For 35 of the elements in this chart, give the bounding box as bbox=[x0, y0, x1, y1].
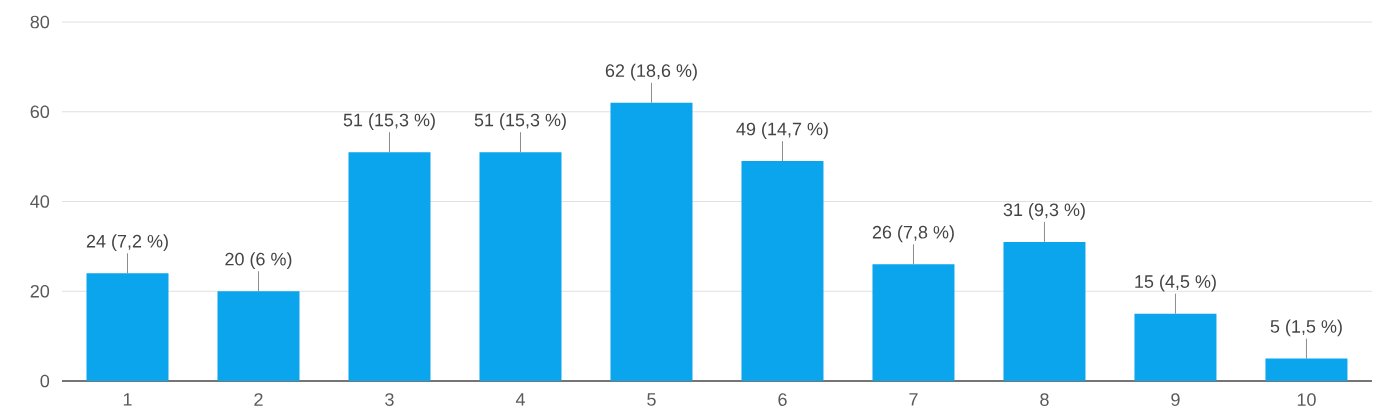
x-tick-label: 10 bbox=[1297, 393, 1316, 406]
x-tick-label: 8 bbox=[1040, 393, 1049, 406]
data-label: 49 (14,7 %) bbox=[736, 122, 828, 139]
bar bbox=[1134, 313, 1217, 381]
x-tick-label: 3 bbox=[385, 393, 394, 406]
y-tick-label: 20 bbox=[30, 284, 50, 298]
x-tick-label: 6 bbox=[778, 393, 787, 406]
data-label: 51 (15,3 %) bbox=[343, 113, 435, 130]
y-tick-label: 60 bbox=[30, 105, 50, 119]
bar bbox=[872, 264, 955, 381]
y-tick-label: 80 bbox=[30, 15, 50, 29]
bar bbox=[479, 152, 562, 381]
bar bbox=[741, 161, 824, 381]
data-label: 51 (15,3 %) bbox=[474, 113, 566, 130]
x-tick-label: 5 bbox=[647, 393, 656, 406]
data-label: 26 (7,8 %) bbox=[872, 225, 954, 243]
y-tick-label: 40 bbox=[30, 195, 50, 208]
bar bbox=[86, 273, 169, 381]
x-tick-label: 1 bbox=[123, 393, 132, 406]
x-tick-label: 2 bbox=[254, 393, 263, 406]
bar bbox=[1003, 241, 1086, 381]
bar bbox=[348, 152, 431, 381]
x-tick-label: 9 bbox=[1171, 393, 1180, 406]
data-label: 62 (18,6 %) bbox=[605, 63, 697, 81]
y-tick-label: 0 bbox=[40, 374, 50, 388]
bar bbox=[1265, 358, 1348, 381]
data-label: 15 (4,5 %) bbox=[1135, 274, 1216, 292]
x-tick-label: 4 bbox=[515, 393, 525, 406]
bar bbox=[610, 102, 693, 381]
data-label: 31 (9,3 %) bbox=[1003, 202, 1085, 220]
data-label: 20 (6 %) bbox=[225, 252, 292, 270]
x-tick-label: 7 bbox=[909, 393, 918, 406]
bar bbox=[217, 291, 300, 381]
data-label: 5 (1,5 %) bbox=[1270, 319, 1342, 337]
data-label: 24 (7,2 %) bbox=[86, 234, 168, 252]
